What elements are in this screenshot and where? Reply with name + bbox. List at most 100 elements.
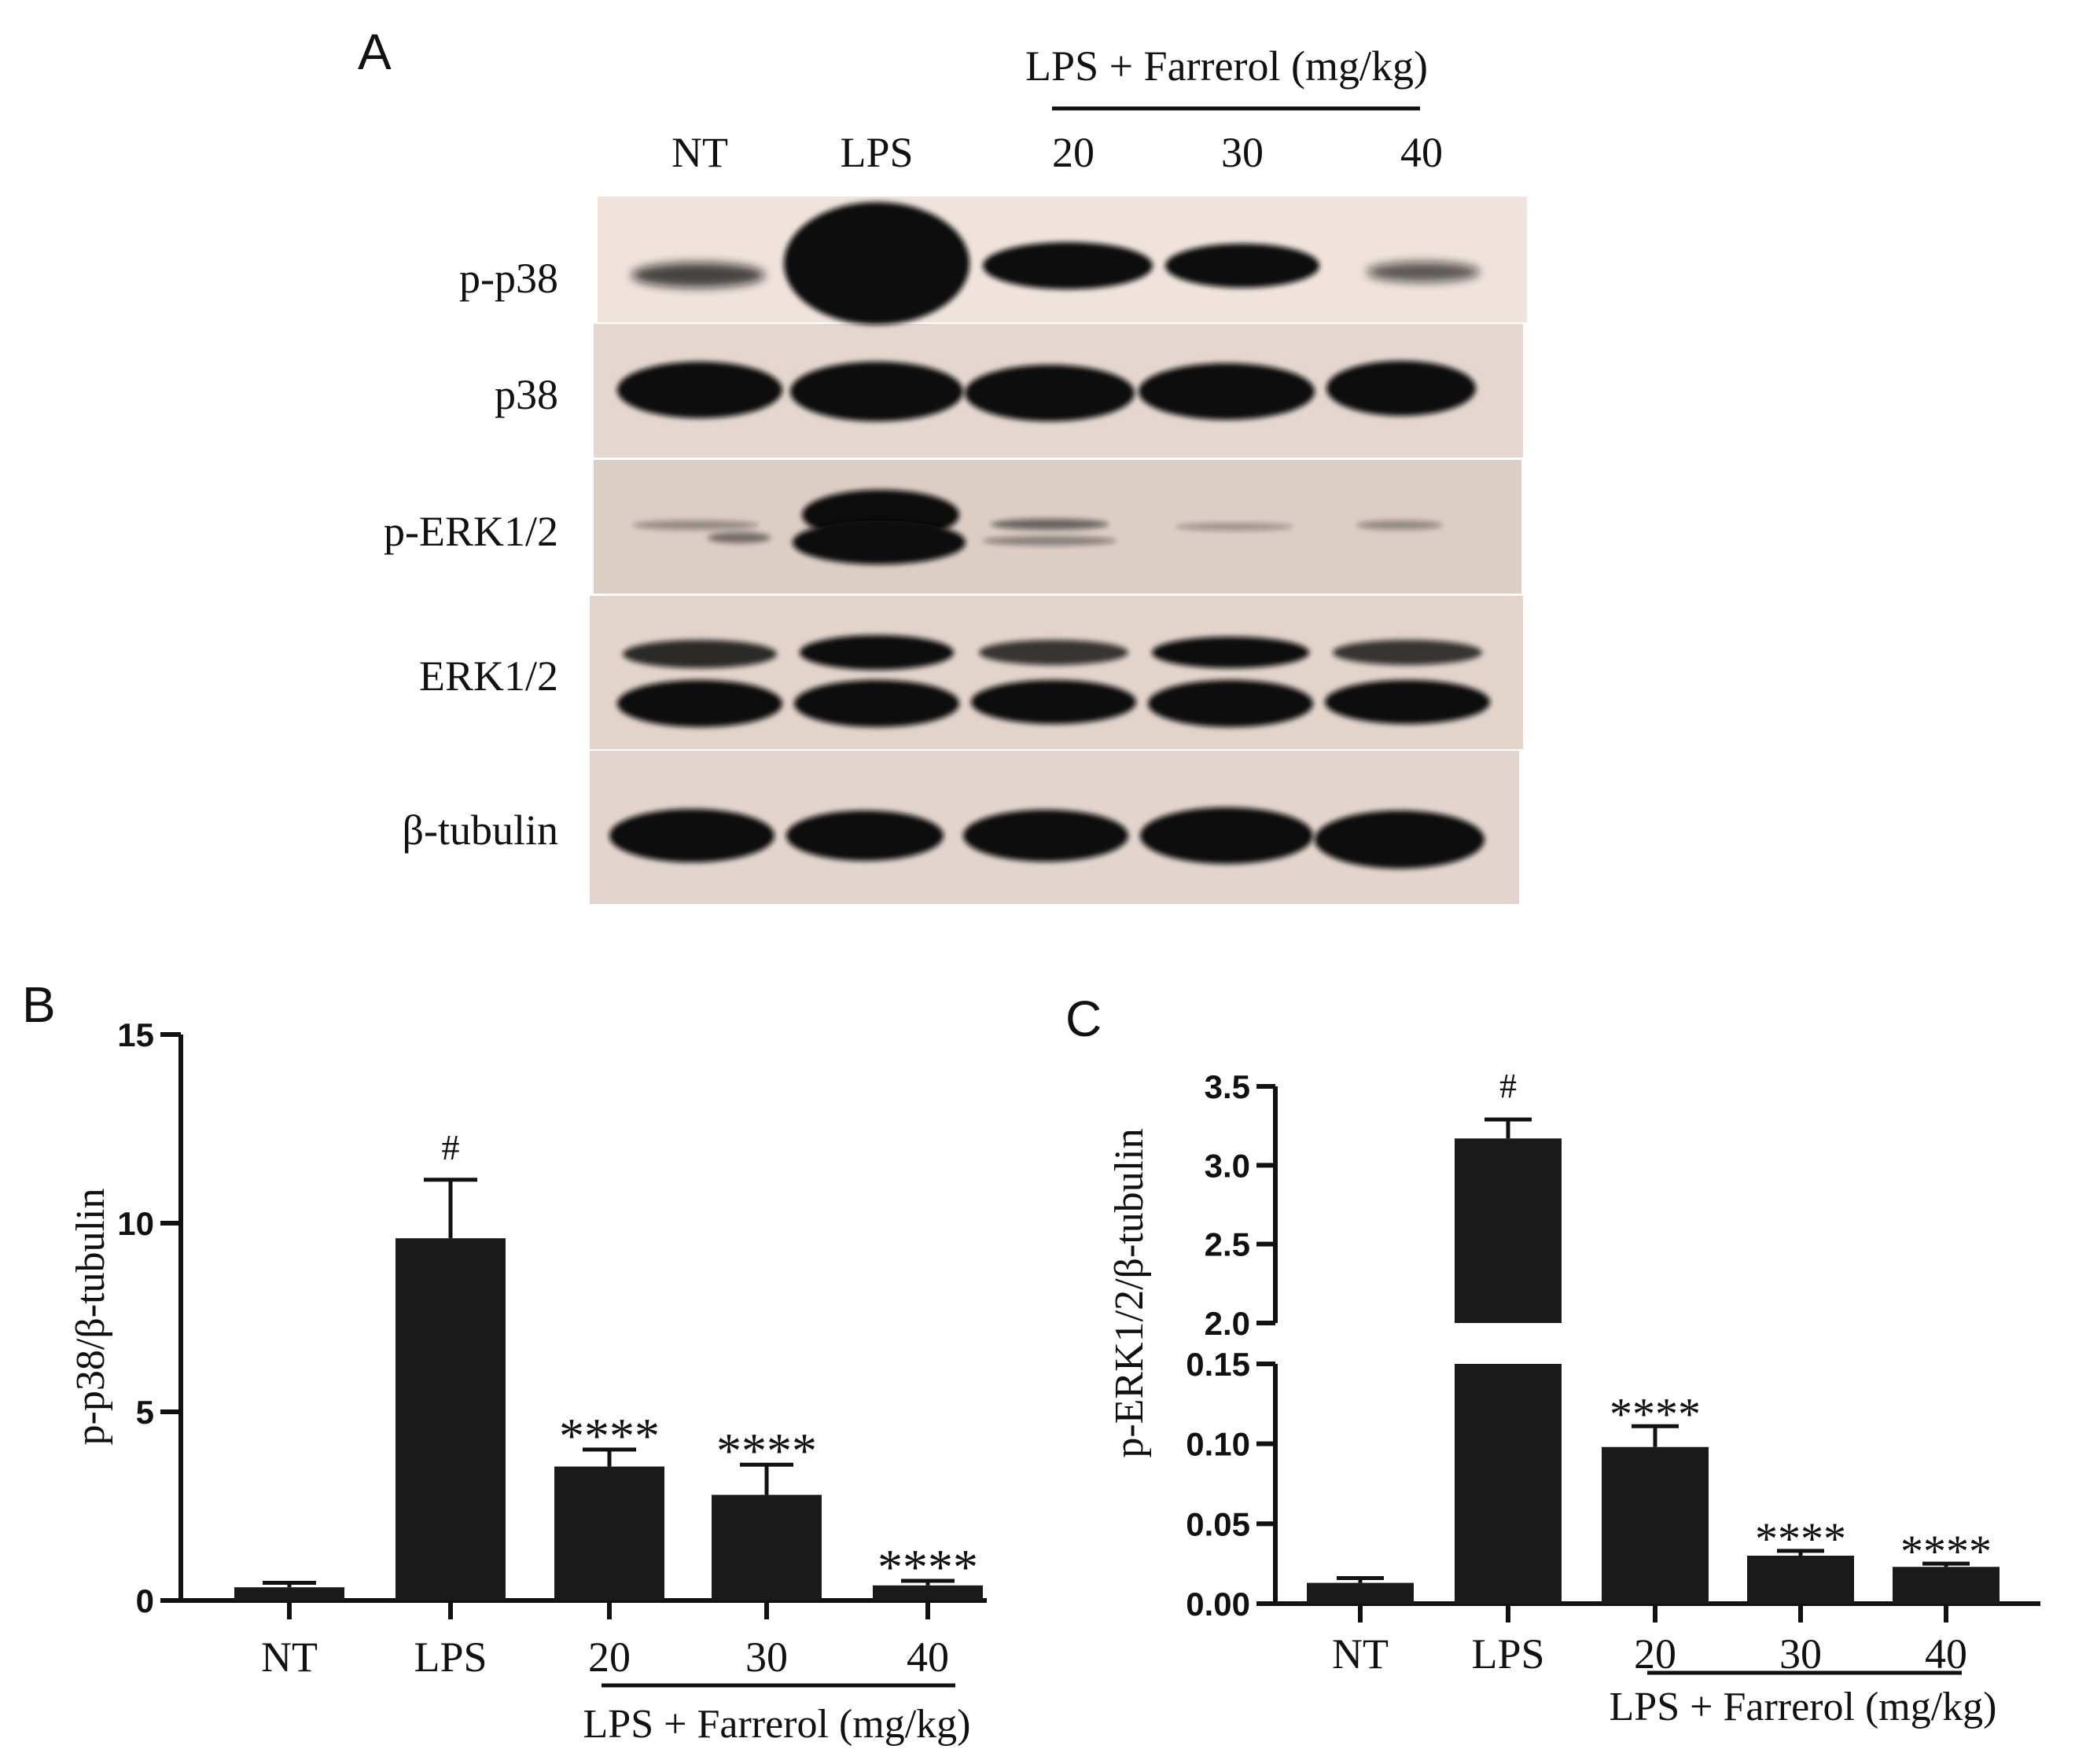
band-p-erk-40-lower	[1356, 520, 1443, 530]
bands-p38	[617, 361, 1476, 421]
panel-c-chart: C 0.00 0.05 0.10 0.15 2.0 2.5 3.0 3.5 NT LPS #20 **…	[1065, 990, 2040, 1729]
significance-label-30: ****	[716, 1423, 817, 1479]
x-tick-label-lps: LPS	[414, 1634, 487, 1681]
significance-label-30: ****	[1755, 1513, 1846, 1564]
band-erk-30-lower	[1148, 680, 1313, 727]
band-p38-40	[1326, 361, 1476, 416]
band-tubulin-30	[1140, 807, 1313, 864]
y-tick-label: 15	[117, 1016, 154, 1053]
bar-nt	[1307, 1582, 1414, 1604]
x-tick-label-nt: NT	[1332, 1630, 1389, 1678]
y-tick-label-upper: 2.0	[1205, 1305, 1250, 1342]
bar-20	[1602, 1446, 1709, 1604]
band-p-erk-20-lower	[983, 536, 1117, 546]
bar-lps-upper	[1455, 1138, 1562, 1323]
band-erk-30-upper	[1152, 637, 1309, 668]
panel-b-chart: B 0 5 10 15 NT LPS #20 **** 30 **** 40 **** LPS + Fa…	[22, 976, 987, 1747]
band-tubulin-20	[963, 810, 1128, 862]
y-tick-label: 5	[136, 1394, 154, 1431]
farrerol-group-label: LPS + Farrerol (mg/kg)	[1025, 42, 1428, 90]
x-tick-label-nt: NT	[261, 1634, 318, 1681]
band-erk-lps-upper	[800, 635, 954, 670]
x-tick-label-20: 20	[588, 1634, 631, 1681]
y-tick-label: 10	[117, 1205, 154, 1242]
bar-30	[712, 1494, 822, 1600]
row-label-tubulin: β-tubulin	[403, 807, 558, 854]
bar-40	[1893, 1567, 2000, 1604]
y-tick-label-lower: 0.15	[1186, 1346, 1250, 1383]
x-tick-label-30: 30	[745, 1634, 788, 1681]
row-label-erk: ERK1/2	[419, 652, 558, 700]
y-axis-title: p-p38/β-tubulin	[68, 1189, 113, 1446]
band-erk-40-lower	[1325, 680, 1490, 724]
band-p-p38-20	[983, 242, 1153, 289]
panel-b-letter: B	[22, 976, 56, 1033]
blot-membrane-erk	[590, 596, 1523, 749]
significance-label-lps: #	[1499, 1067, 1517, 1105]
y-tick-label-lower: 0.00	[1186, 1586, 1250, 1623]
panel-c-letter: C	[1065, 990, 1102, 1047]
significance-label-40: ****	[1900, 1526, 1992, 1577]
band-erk-20-upper	[979, 640, 1128, 665]
significance-label-20: ****	[1610, 1388, 1701, 1439]
band-tubulin-nt	[609, 809, 774, 862]
lane-label-nt: NT	[671, 129, 728, 176]
y-tick-label-upper: 2.5	[1205, 1226, 1250, 1263]
row-label-p-erk: p-ERK1/2	[384, 508, 558, 555]
bands-tubulin	[609, 807, 1485, 869]
band-p-p38-30	[1165, 244, 1319, 288]
significance-label-20: ****	[559, 1408, 660, 1464]
bar-30	[1747, 1556, 1854, 1604]
panel-a-letter: A	[358, 24, 392, 80]
y-tick-label-lower: 0.10	[1186, 1426, 1250, 1463]
x-tick-label-20: 20	[1634, 1630, 1676, 1678]
band-p-p38-40	[1367, 262, 1480, 282]
lane-label-30: 30	[1221, 129, 1264, 176]
band-p38-30	[1139, 363, 1315, 420]
band-p-p38-nt	[631, 263, 765, 288]
bands-p-erk	[633, 490, 1443, 564]
x-axis-title: LPS + Farrerol (mg/kg)	[583, 1702, 971, 1747]
bar-lps	[396, 1238, 506, 1600]
band-tubulin-40	[1315, 810, 1485, 869]
bar-nt	[234, 1587, 344, 1600]
x-tick-label-40: 40	[1925, 1630, 1967, 1678]
band-p-p38-lps	[784, 202, 969, 325]
band-erk-40-upper	[1333, 640, 1482, 665]
band-p38-nt	[617, 362, 782, 418]
bar-lps-lower	[1455, 1364, 1562, 1604]
x-tick-label-30: 30	[1779, 1630, 1822, 1678]
y-tick-label-upper: 3.5	[1205, 1068, 1250, 1105]
band-erk-nt-lower	[617, 680, 782, 727]
y-tick-label-lower: 0.05	[1186, 1505, 1250, 1542]
significance-label-40: ****	[877, 1539, 978, 1595]
band-p-erk-lps-lower	[793, 520, 966, 564]
significance-label-lps: #	[442, 1127, 460, 1167]
band-erk-lps-lower	[794, 680, 959, 727]
band-erk-nt-upper	[623, 640, 777, 668]
x-axis-title: LPS + Farrerol (mg/kg)	[1610, 1685, 1997, 1729]
band-erk-20-lower	[971, 680, 1136, 724]
x-tick-label-lps: LPS	[1471, 1630, 1544, 1678]
bands-erk	[617, 635, 1490, 727]
lane-label-40: 40	[1400, 129, 1443, 176]
bar-40	[873, 1585, 983, 1600]
band-p-erk-nt-upper	[633, 520, 759, 530]
lane-label-20: 20	[1052, 129, 1095, 176]
row-label-p38: p38	[495, 371, 558, 418]
bar-20	[554, 1466, 664, 1600]
band-p-erk-nt-lower	[708, 532, 771, 543]
row-label-p-p38: p-p38	[459, 255, 558, 302]
x-tick-label-40: 40	[907, 1634, 949, 1681]
band-p-erk-20-upper	[991, 519, 1109, 530]
band-p-erk-30-lower	[1175, 523, 1293, 531]
lane-label-lps: LPS	[840, 129, 913, 176]
band-tubulin-lps	[786, 810, 944, 861]
y-axis-title: p-ERK1/2/β-tubulin	[1107, 1128, 1152, 1457]
band-p38-20	[965, 365, 1135, 421]
y-tick-label: 0	[136, 1582, 154, 1619]
band-p38-lps	[790, 362, 963, 421]
panel-a: A LPS + Farrerol (mg/kg) NT LPS 20 30 40…	[358, 24, 1527, 904]
bands-p-p38	[631, 202, 1480, 325]
